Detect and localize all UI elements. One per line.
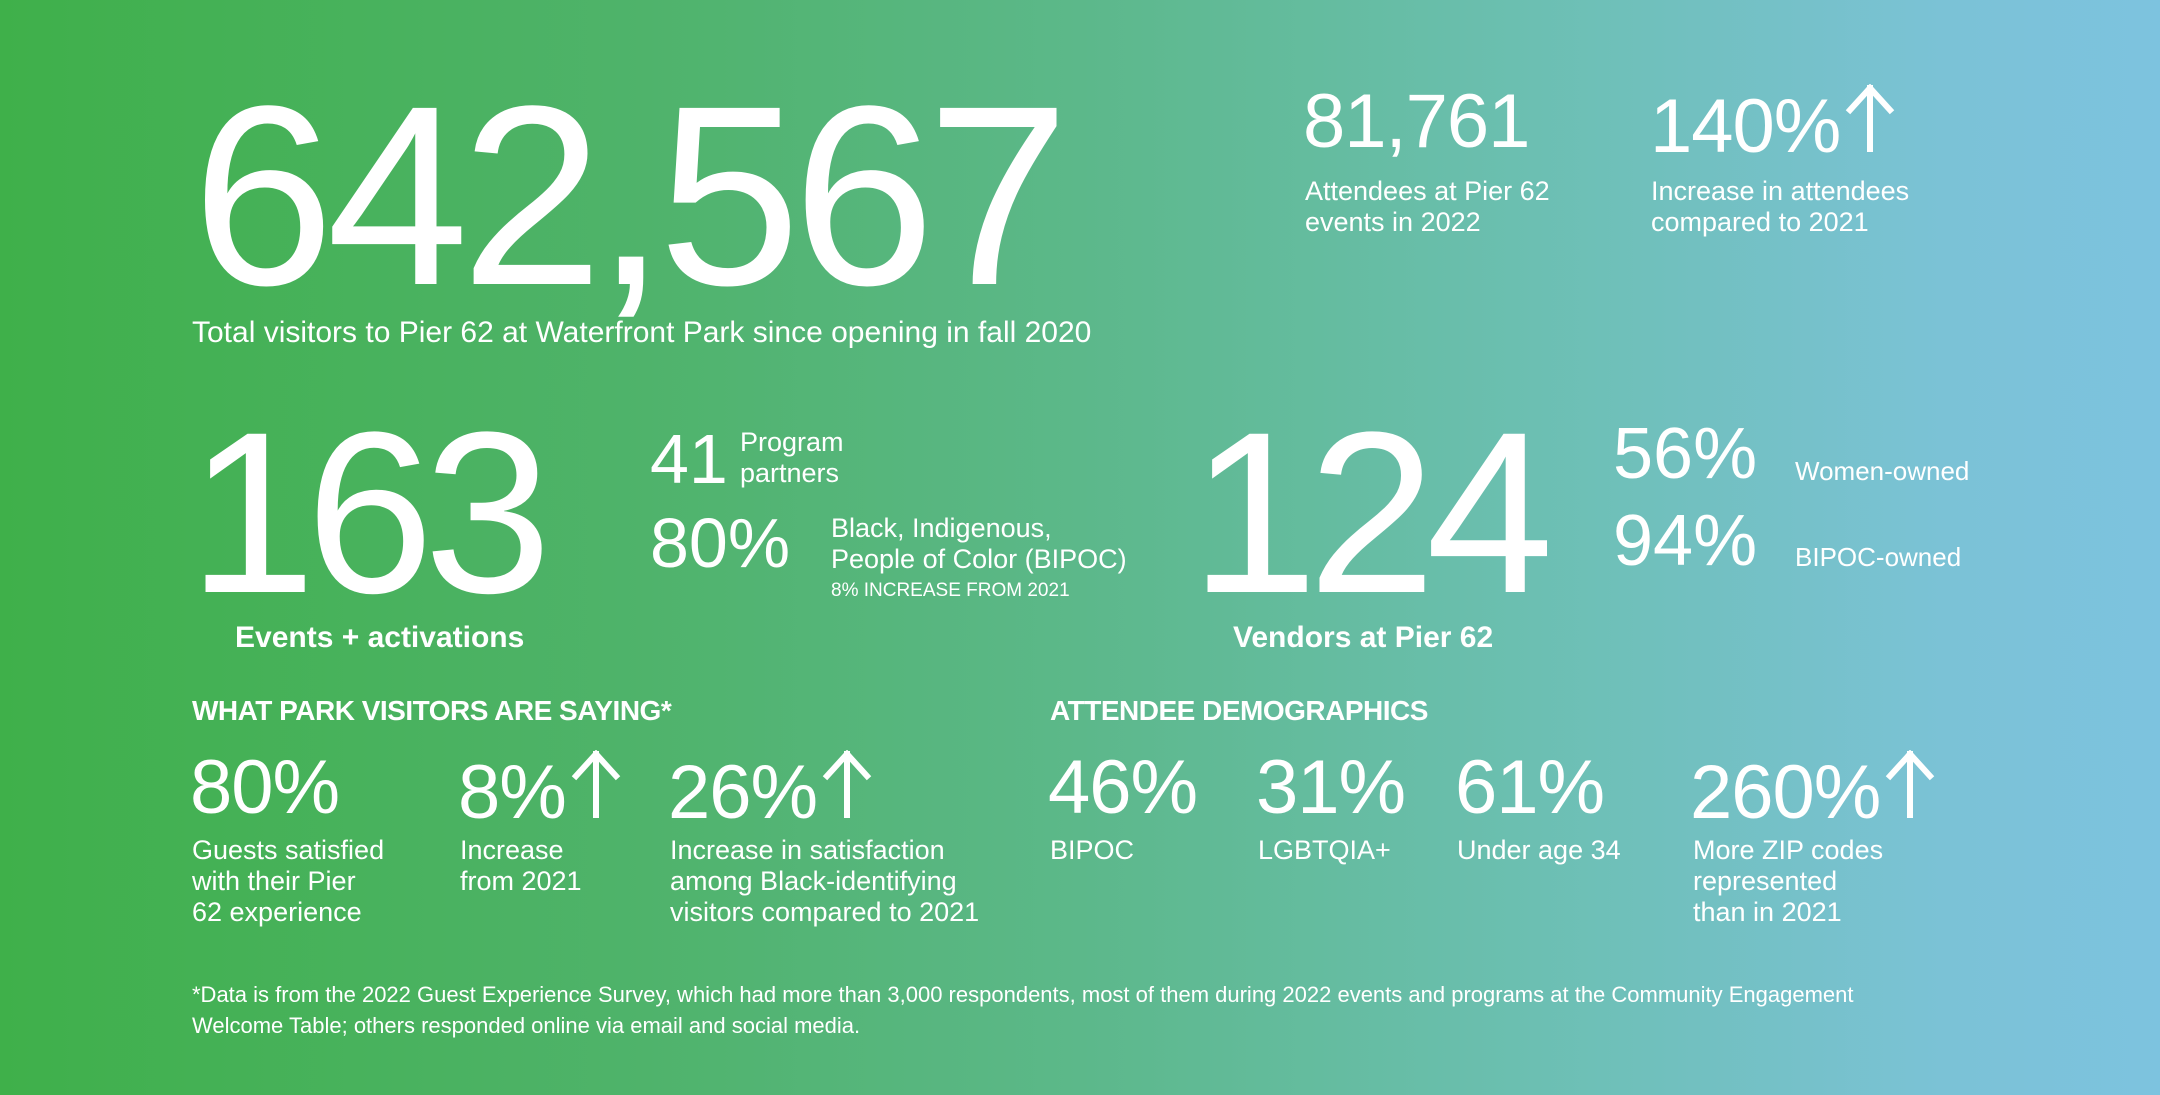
up-arrow-icon <box>571 750 621 818</box>
saying-stat-value: 26% <box>668 750 873 831</box>
attendee-increase-value: 140% <box>1650 84 1896 165</box>
saying-stat-label: Guests satisfied with their Pier 62 expe… <box>192 835 385 927</box>
total-visitors-value: 642,567 <box>192 53 1069 339</box>
demographic-stat-label: LGBTQIA+ <box>1258 835 1391 865</box>
saying-heading: WHAT PARK VISITORS ARE SAYING* <box>192 695 672 726</box>
events-bipoc-note: 8% INCREASE FROM 2021 <box>831 580 1070 601</box>
women-owned-value: 56% <box>1613 414 1758 494</box>
demographic-stat-value: 260% <box>1690 750 1936 831</box>
demographic-stat-label: BIPOC <box>1050 835 1135 865</box>
attendee-increase-number: 140% <box>1650 84 1841 169</box>
saying-stat-label: Increase from 2021 <box>460 835 582 896</box>
saying-stat-value: 8% <box>458 750 622 831</box>
demographic-stat-value: 61% <box>1455 745 1605 830</box>
footnote: *Data is from the 2022 Guest Experience … <box>192 982 1854 1038</box>
bipoc-owned-value: 94% <box>1613 501 1758 581</box>
up-arrow-icon <box>1886 750 1935 818</box>
attendees-value: 81,761 <box>1303 79 1530 164</box>
events-label: Events + activations <box>235 621 525 654</box>
partners-label: Program partners <box>740 427 844 488</box>
demographic-stat-label: More ZIP codes represented than in 2021 <box>1693 835 1884 927</box>
demographic-stat-value: 46% <box>1048 745 1198 830</box>
saying-stat-number: 26% <box>668 750 818 835</box>
demographic-stat-number: 260% <box>1690 750 1881 835</box>
events-bipoc-value: 80% <box>650 504 791 582</box>
attendees-label: Attendees at Pier 62 events in 2022 <box>1305 176 1550 237</box>
women-owned-label: Women-owned <box>1795 456 1970 486</box>
demographic-stat-value: 31% <box>1256 745 1406 830</box>
up-arrow-icon <box>1846 84 1895 152</box>
saying-stat-label: Increase in satisfaction among Black-ide… <box>670 835 980 927</box>
saying-stat-value: 80% <box>190 745 340 830</box>
demographics-heading: ATTENDEE DEMOGRAPHICS <box>1050 695 1428 726</box>
bipoc-owned-label: BIPOC-owned <box>1795 542 1962 572</box>
partners-value: 41 <box>650 420 728 498</box>
up-arrow-icon <box>822 750 872 818</box>
events-bipoc-label: Black, Indigenous, People of Color (BIPO… <box>831 513 1127 574</box>
vendors-value: 124 <box>1190 384 1554 641</box>
vendors-label: Vendors at Pier 62 <box>1233 621 1494 654</box>
attendee-increase-label: Increase in attendees compared to 2021 <box>1651 176 1910 237</box>
demographic-stat-label: Under age 34 <box>1457 835 1621 865</box>
events-value: 163 <box>188 384 552 641</box>
saying-stat-number: 8% <box>458 750 567 835</box>
total-visitors-label: Total visitors to Pier 62 at Waterfront … <box>192 316 1092 349</box>
